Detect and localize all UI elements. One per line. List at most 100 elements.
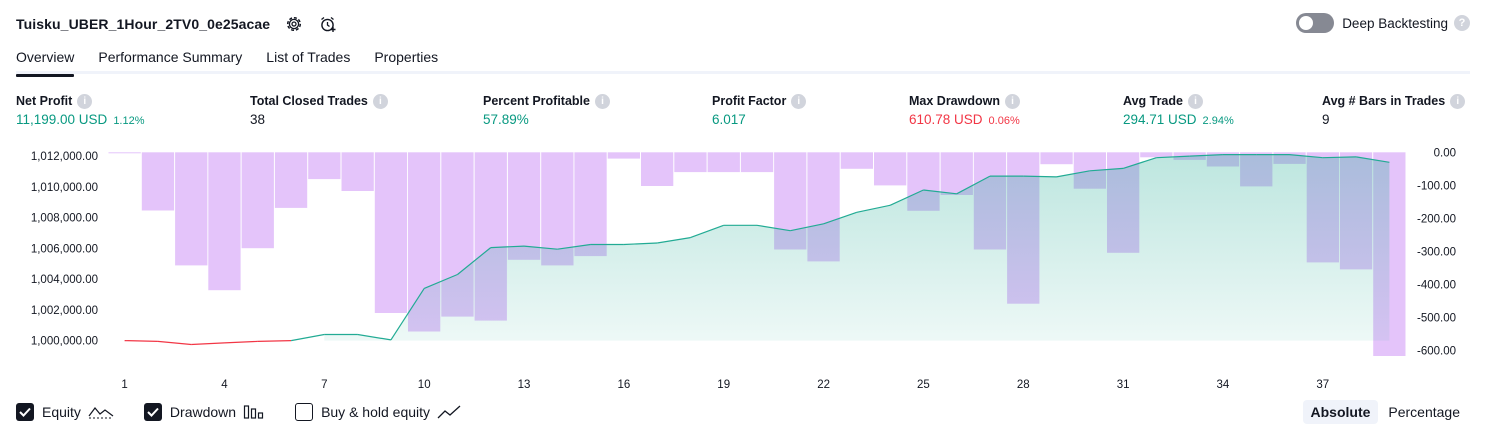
- equity-line-segment: [923, 189, 957, 195]
- info-icon[interactable]: i: [1005, 93, 1020, 109]
- y-right-tick-label: -600.00: [1417, 346, 1456, 358]
- metric-net-profit: Net Profit i 11,199.00 USD 1.12%: [16, 93, 145, 130]
- tab-overview[interactable]: Overview: [16, 44, 75, 77]
- metric-avg-trade: Avg Trade i 294.71 USD 2.94%: [1123, 93, 1234, 130]
- metric-value: 610.78 USD: [909, 112, 983, 127]
- drawdown-bar: [840, 152, 873, 169]
- gear-icon[interactable]: [284, 14, 304, 34]
- equity-line-segment: [124, 340, 158, 342]
- y-left-tick-label: 1,006,000.00: [31, 243, 98, 255]
- info-icon[interactable]: i: [594, 93, 610, 109]
- drawdown-bar: [541, 152, 574, 266]
- equity-line-segment: [690, 224, 724, 239]
- drawdown-bar: [341, 152, 374, 191]
- metric-value: 38: [250, 112, 266, 127]
- legend-equity[interactable]: Equity: [16, 403, 114, 421]
- equity-line-segment: [1089, 167, 1124, 172]
- metric-percent: 2.94%: [1202, 115, 1234, 127]
- y-left-tick-label: 1,010,000.00: [31, 182, 98, 194]
- drawdown-bar: [674, 152, 707, 173]
- y-left-tick-label: 1,004,000.00: [31, 274, 98, 286]
- info-icon[interactable]: i: [372, 93, 388, 109]
- x-tick-label: 22: [817, 379, 830, 391]
- deep-backtesting: Deep Backtesting ?: [1296, 13, 1470, 33]
- equity-line-segment: [889, 189, 924, 206]
- info-icon[interactable]: i: [1187, 93, 1203, 109]
- legend-label: Drawdown: [169, 404, 237, 420]
- drawdown-bar: [241, 152, 274, 249]
- drawdown-bars-icon: [243, 404, 265, 420]
- alarm-add-icon[interactable]: [318, 14, 338, 34]
- info-icon[interactable]: i: [77, 93, 93, 109]
- help-icon[interactable]: ?: [1454, 15, 1470, 31]
- metric-label: Max Drawdown: [909, 94, 1000, 108]
- y-right-tick-label: -100.00: [1417, 180, 1456, 192]
- drawdown-bar: [374, 152, 408, 313]
- check-icon: [147, 407, 159, 417]
- buy-hold-checkbox[interactable]: [295, 403, 314, 421]
- y-left-tick-label: 1,008,000.00: [31, 213, 98, 225]
- metric-label: Avg Trade: [1123, 94, 1183, 108]
- x-tick-label: 31: [1117, 379, 1130, 391]
- legend-label: Buy & hold equity: [321, 404, 431, 420]
- x-tick-label: 13: [518, 379, 531, 391]
- tab-bar: Overview Performance Summary List of Tra…: [16, 44, 1470, 77]
- buy-hold-line-icon: [437, 404, 461, 420]
- chart-legend: Equity Drawdown Buy & hold equity: [16, 403, 491, 421]
- drawdown-bar: [274, 152, 308, 208]
- drawdown-bar: [607, 152, 640, 159]
- metric-label: Percent Profitable: [483, 94, 590, 108]
- equity-line-segment: [756, 224, 791, 232]
- toggle-knob: [1299, 16, 1314, 30]
- y-left-tick-label: 1,000,000.00: [31, 336, 98, 348]
- equity-line-segment: [1322, 156, 1357, 159]
- percentage-button[interactable]: Percentage: [1388, 404, 1460, 420]
- equity-line-segment: [1023, 175, 1057, 178]
- drawdown-bar: [175, 152, 208, 266]
- metric-value: 9: [1322, 112, 1330, 127]
- check-icon: [19, 407, 31, 417]
- info-icon[interactable]: i: [791, 93, 807, 109]
- absolute-button[interactable]: Absolute: [1302, 400, 1379, 424]
- x-tick-label: 28: [1017, 379, 1030, 391]
- deep-backtesting-toggle[interactable]: [1296, 13, 1335, 33]
- drawdown-bar: [874, 152, 907, 186]
- equity-line-segment: [790, 223, 824, 232]
- legend-drawdown[interactable]: Drawdown: [143, 403, 265, 421]
- x-tick-label: 37: [1316, 379, 1329, 391]
- x-tick-label: 4: [221, 379, 228, 391]
- legend-buy-hold-equity[interactable]: Buy & hold equity: [295, 403, 461, 421]
- equity-line-segment: [1056, 170, 1090, 178]
- x-tick-label: 10: [418, 379, 431, 391]
- y-right-tick-label: -200.00: [1417, 213, 1456, 225]
- equity-line-segment: [1189, 154, 1223, 157]
- legend-label: Equity: [42, 404, 81, 420]
- drawdown-bar: [740, 152, 774, 173]
- equity-checkbox[interactable]: [16, 403, 34, 421]
- metric-max-drawdown: Max Drawdown i 610.78 USD 0.06%: [909, 93, 1020, 130]
- equity-line-segment: [956, 175, 991, 195]
- metric-percent: 0.06%: [988, 115, 1020, 127]
- y-left-tick-label: 1,002,000.00: [31, 305, 98, 317]
- metric-label: Total Closed Trades: [250, 94, 368, 108]
- equity-line-segment: [390, 288, 425, 341]
- tab-properties[interactable]: Properties: [374, 49, 439, 65]
- tab-list-of-trades[interactable]: List of Trades: [266, 49, 351, 65]
- equity-line-segment: [657, 237, 691, 244]
- equity-line-segment: [523, 245, 558, 250]
- drawdown-bar: [108, 152, 141, 154]
- metric-value: 57.89%: [483, 112, 529, 127]
- y-right-tick-label: -300.00: [1417, 247, 1456, 259]
- drawdown-bar: [308, 152, 341, 180]
- equity-line-segment: [856, 204, 891, 213]
- y-right-tick-label: -500.00: [1417, 313, 1456, 325]
- equity-line-segment: [623, 242, 658, 246]
- equity-line-segment: [1156, 155, 1190, 159]
- tab-performance-summary[interactable]: Performance Summary: [98, 49, 243, 65]
- info-icon[interactable]: i: [1450, 93, 1466, 109]
- equity-area: [324, 154, 1390, 341]
- drawdown-checkbox[interactable]: [143, 403, 162, 421]
- equity-drawdown-chart[interactable]: 1,000,000.00 1,002,000.00 1,004,000.00 1,00…: [0, 138, 1486, 394]
- equity-line-segment: [457, 247, 492, 275]
- equity-line-segment: [357, 333, 391, 341]
